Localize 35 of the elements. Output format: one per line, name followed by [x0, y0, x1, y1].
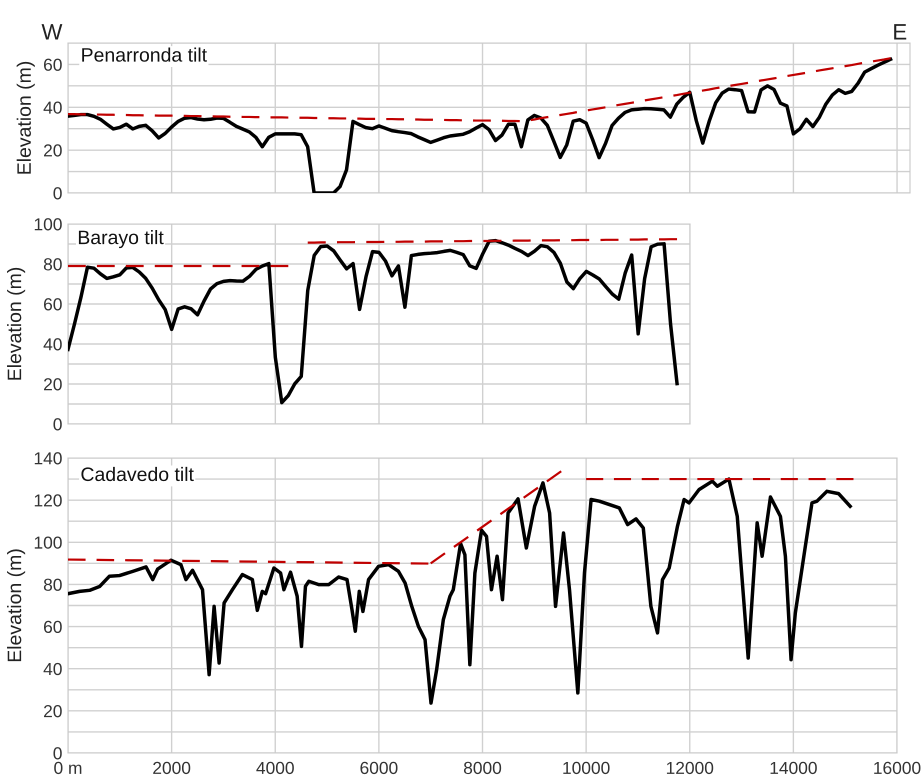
x-tick-label: 12000	[666, 762, 714, 774]
x-tick-label: 10000	[563, 762, 610, 774]
y-tick-label: 60	[44, 620, 62, 634]
y-tick-label: 0	[53, 418, 62, 430]
y-tick-label: 40	[44, 338, 62, 350]
x-tick-label: 14000	[770, 762, 817, 774]
chart-title: Cadavedo tilt	[81, 466, 194, 482]
x-tick-label: 0 m	[54, 762, 82, 774]
y-axis-title: Elevation (m)	[7, 268, 26, 380]
y-tick-label: 20	[44, 705, 62, 718]
x-tick-label: 8000	[464, 762, 502, 774]
y-tick-label: 0	[53, 747, 62, 760]
y-tick-label: 100	[34, 536, 62, 549]
text: W	[42, 24, 62, 40]
y-tick-label: 120	[34, 494, 62, 507]
y-axis-title: Elevation (m)	[16, 62, 35, 174]
y-tick-label: 40	[44, 662, 62, 676]
y-tick-label: 80	[44, 578, 62, 591]
chart-title: Penarronda tilt	[82, 48, 207, 62]
y-tick-label: 140	[34, 452, 62, 464]
y-tick-label: 60	[44, 58, 62, 71]
y-axis-title: Elevation (m)	[7, 549, 26, 662]
y-tick-label: 20	[44, 144, 62, 157]
chart-title: Barayo tilt	[78, 230, 164, 248]
x-tick-label: 2000	[153, 762, 190, 774]
y-tick-label: 20	[44, 378, 62, 390]
y-tick-label: 0	[53, 187, 62, 200]
text: E	[894, 24, 906, 40]
y-tick-label: 60	[44, 298, 62, 310]
x-tick-label: 16000	[874, 762, 920, 774]
x-tick-label: 4000	[256, 762, 294, 774]
x-tick-label: 6000	[360, 762, 398, 774]
y-tick-label: 80	[44, 258, 62, 270]
y-tick-label: 40	[44, 101, 62, 114]
y-tick-label: 100	[34, 218, 62, 230]
